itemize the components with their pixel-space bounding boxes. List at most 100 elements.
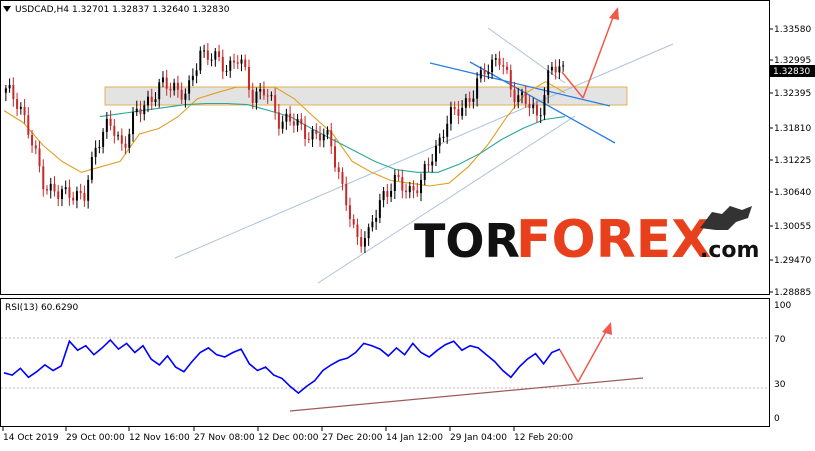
candle-body	[382, 191, 385, 201]
candle-body	[206, 50, 209, 60]
watermark-com: .com	[700, 238, 759, 263]
rsi-tick-label: 70	[774, 335, 786, 345]
candle-body	[176, 82, 179, 90]
candle-body	[476, 78, 479, 99]
candle-body	[150, 96, 153, 103]
candle-body	[180, 89, 183, 100]
candle-body	[210, 59, 213, 61]
candle-body	[442, 136, 445, 138]
candle-body	[38, 148, 41, 167]
candle-body	[558, 66, 561, 73]
candle-body	[434, 145, 437, 162]
candle-body	[547, 70, 550, 96]
candle-body	[446, 123, 449, 137]
candle-body	[60, 189, 63, 200]
candle-body	[83, 192, 86, 201]
time-tick-label: 12 Dec 00:00	[258, 433, 319, 443]
candle-body	[19, 106, 22, 109]
candle-body	[390, 190, 393, 197]
rsi-forecast-arrow-down	[559, 349, 579, 383]
candle-body	[259, 89, 262, 92]
rsi-pane	[0, 298, 770, 427]
candle-body	[247, 67, 250, 90]
watermark-forex: FOREX	[516, 210, 711, 270]
candle-body	[262, 89, 265, 96]
candle-body	[528, 103, 531, 109]
candle-body	[348, 205, 351, 220]
candle-body	[109, 118, 112, 126]
candle-body	[218, 51, 221, 57]
candle-body	[296, 119, 299, 126]
candle-body	[345, 183, 348, 206]
candle-body	[498, 58, 501, 66]
candle-body	[117, 135, 120, 137]
candle-body	[535, 104, 538, 116]
candle-body	[233, 60, 236, 63]
candle-body	[427, 164, 430, 166]
price-tick-label: 1.33580	[774, 25, 811, 35]
candle-body	[330, 130, 333, 147]
candle-body	[173, 82, 176, 91]
price-tick-label: 1.32395	[774, 89, 811, 99]
candle-body	[72, 197, 75, 201]
time-axis: 14 Oct 2019 29 Oct 00:00 12 Nov 16:00 27 No…	[2, 427, 573, 443]
candle-body	[371, 221, 374, 228]
wedge-lower-line	[469, 61, 616, 144]
candle-body	[158, 82, 161, 100]
forecast-arrowhead	[609, 7, 619, 20]
candle-body	[423, 164, 426, 180]
candle-body	[375, 217, 378, 222]
candle-body	[274, 95, 277, 113]
candle-body	[506, 66, 509, 71]
watermark-tor: TOR	[414, 214, 520, 268]
candle-body	[393, 174, 396, 191]
candle-body	[188, 80, 191, 94]
dropdown-icon[interactable]	[3, 6, 11, 12]
candle-body	[554, 66, 557, 73]
price-axis: 1.33580 1.32995 1.32395 1.31810 1.31225 1.306…	[769, 25, 811, 298]
candle-body	[195, 70, 198, 76]
candle-body	[539, 115, 542, 117]
candle-body	[360, 237, 363, 247]
candle-body	[79, 191, 82, 193]
candle-body	[281, 121, 284, 129]
current-price-tag	[770, 65, 815, 77]
candle-body	[12, 85, 15, 100]
candle-body	[203, 50, 206, 52]
price-tick-label: 1.31810	[774, 124, 811, 134]
candle-body	[502, 65, 505, 67]
candle-body	[487, 72, 490, 75]
candle-body	[333, 146, 336, 168]
candle-body	[128, 134, 131, 148]
time-tick-label: 29 Jan 04:00	[450, 433, 507, 443]
candle-body	[124, 143, 127, 148]
candle-body	[292, 121, 295, 126]
candle-body	[304, 124, 307, 139]
candle-body	[289, 113, 292, 122]
candle-body	[479, 70, 482, 79]
candle-body	[270, 95, 273, 97]
candle-body	[524, 92, 527, 104]
candle-body	[277, 112, 280, 129]
candle-body	[49, 183, 52, 191]
candle-body	[34, 145, 37, 149]
current-price-label: 1.32830	[773, 67, 810, 77]
candle-body	[214, 51, 217, 60]
time-tick-label: 27 Dec 20:00	[322, 433, 383, 443]
rsi-axis: 100 70 30 0	[774, 301, 791, 424]
candle-body	[251, 89, 254, 103]
torforex-watermark: TOR FOREX .com	[414, 206, 759, 270]
candle-body	[543, 95, 546, 116]
candle-body	[105, 118, 108, 132]
candle-body	[513, 89, 516, 103]
candle-body	[438, 137, 441, 146]
time-tick-label: 12 Feb 20:00	[514, 433, 573, 443]
candle-body	[397, 174, 400, 178]
wedge-upper-line	[429, 62, 611, 107]
candle-body	[431, 161, 434, 166]
candle-body	[135, 108, 138, 113]
candle-body	[416, 190, 419, 194]
price-tick-label: 1.29470	[774, 256, 811, 266]
candle-body	[494, 58, 497, 60]
candle-body	[468, 98, 471, 102]
